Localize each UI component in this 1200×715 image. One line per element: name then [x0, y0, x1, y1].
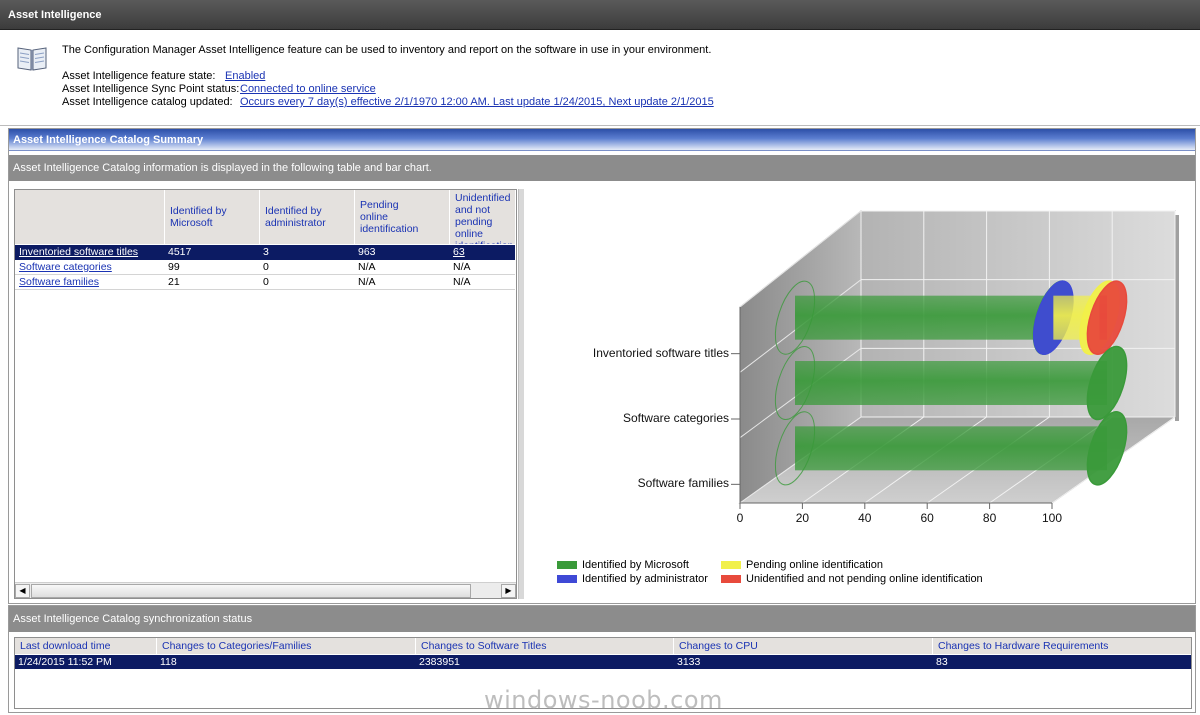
table-row[interactable]: Inventoried software titles 4517 3 963 6… [15, 245, 515, 260]
cell-pending: N/A [358, 276, 376, 288]
bar-start-cap [774, 280, 816, 355]
bar-segment [795, 426, 1107, 471]
bar-segment [795, 361, 1107, 405]
x-tick-label: 0 [736, 511, 744, 525]
column-header-last-download[interactable]: Last download time [15, 638, 157, 654]
cell-cpu: 3133 [677, 656, 701, 668]
column-header-cpu[interactable]: Changes to CPU [674, 638, 933, 654]
cell-pending: N/A [358, 261, 376, 273]
cell-unidentified: N/A [453, 261, 471, 273]
catalog-bar-chart: Inventoried software titles Software cate… [529, 189, 1193, 599]
catalog-summary-title: Asset Intelligence Catalog Summary [13, 134, 204, 146]
sync-status-title: Asset Intelligence Catalog synchronizati… [13, 613, 253, 625]
row-name-link[interactable]: Inventoried software titles [19, 246, 139, 258]
catalog-summary-subheader: Asset Intelligence Catalog information i… [9, 155, 1195, 181]
catalog-summary-subtitle: Asset Intelligence Catalog information i… [13, 162, 432, 174]
bar-cap [1086, 280, 1128, 355]
category-label: Software categories [622, 411, 729, 425]
legend-label: Unidentified and not pending online iden… [746, 573, 983, 585]
horizontal-scrollbar[interactable]: ◀ ▶ [15, 582, 516, 598]
catalog-updated-label: Asset Intelligence catalog updated: [62, 96, 233, 108]
category-label: Inventoried software titles [592, 345, 729, 360]
window-title-bar: Asset Intelligence [0, 0, 1200, 30]
panel-splitter[interactable] [518, 189, 524, 599]
book-icon [17, 47, 47, 71]
column-header-name[interactable] [15, 190, 165, 244]
catalog-summary-header: Asset Intelligence Catalog Summary [9, 129, 1195, 151]
table-row[interactable]: 1/24/2015 11:52 PM 118 2383951 3133 83 [15, 655, 1191, 669]
column-header-categories-families[interactable]: Changes to Categories/Families [157, 638, 416, 654]
table-row[interactable]: Software families 21 0 N/A N/A [15, 275, 515, 290]
legend-swatch [557, 561, 577, 569]
cell-admin: 0 [263, 276, 269, 288]
feature-info-section: The Configuration Manager Asset Intellig… [0, 30, 1200, 126]
feature-description: The Configuration Manager Asset Intellig… [62, 44, 712, 56]
cell-unidentified: N/A [453, 276, 471, 288]
legend-swatch [557, 575, 577, 583]
sync-status-table[interactable]: Last download time Changes to Categories… [14, 637, 1192, 709]
x-tick-label: 100 [1041, 511, 1063, 525]
cell-categories-families: 118 [160, 656, 177, 668]
table-header: Identified by Microsoft Identified by ad… [15, 190, 515, 244]
chart-canvas [731, 209, 1179, 509]
watermark: windows-noob.com [484, 686, 723, 714]
legend-label: Pending online identification [746, 559, 883, 571]
legend-swatch [721, 575, 741, 583]
window-title: Asset Intelligence [8, 9, 102, 21]
chart-wall-shadow [1175, 215, 1179, 421]
x-tick-label: 40 [858, 511, 872, 525]
column-header-administrator[interactable]: Identified by administrator [260, 190, 355, 244]
bar-segment [795, 295, 1054, 340]
column-header-pending[interactable]: Pending online identification [355, 190, 450, 244]
x-tick-label: 60 [920, 511, 934, 525]
cell-microsoft: 21 [168, 276, 180, 288]
x-tick-label: 20 [795, 511, 810, 525]
category-label: Software families [637, 476, 729, 491]
row-name-link[interactable]: Software categories [19, 261, 112, 273]
cell-admin: 3 [263, 246, 269, 258]
cell-software-titles: 2383951 [419, 656, 460, 668]
feature-state-label: Asset Intelligence feature state: [62, 70, 216, 82]
column-header-unidentified[interactable]: Unidentified and not pending online iden… [455, 192, 513, 244]
bar-start-cap [774, 411, 816, 486]
sync-point-label: Asset Intelligence Sync Point status: [62, 83, 240, 95]
bar-start-cap [774, 346, 816, 420]
scroll-left-arrow-icon[interactable]: ◀ [15, 584, 30, 598]
sync-table-header: Last download time Changes to Categories… [15, 638, 1191, 654]
column-header-software-titles[interactable]: Changes to Software Titles [416, 638, 674, 654]
legend-label: Identified by administrator [582, 573, 708, 585]
sync-status-panel: Asset Intelligence Catalog synchronizati… [8, 605, 1196, 713]
legend-swatch [721, 561, 741, 569]
catalog-summary-panel: Asset Intelligence Catalog Summary Asset… [8, 128, 1196, 604]
table-row[interactable]: Software categories 99 0 N/A N/A [15, 260, 515, 275]
cell-last-download: 1/24/2015 11:52 PM [18, 656, 112, 668]
gridline-side [739, 210, 862, 308]
scrollbar-thumb[interactable] [31, 584, 471, 598]
column-header-hardware[interactable]: Changes to Hardware Requirements [938, 640, 1109, 652]
feature-state-link[interactable]: Enabled [225, 70, 266, 82]
column-header-microsoft[interactable]: Identified by Microsoft [165, 190, 260, 244]
cell-admin: 0 [263, 261, 269, 273]
cell-pending: 963 [358, 246, 376, 258]
sync-point-status-link[interactable]: Connected to online service [240, 83, 376, 95]
catalog-summary-table[interactable]: Identified by Microsoft Identified by ad… [14, 189, 517, 599]
bar-cap [1086, 345, 1128, 421]
cell-microsoft: 99 [168, 261, 180, 273]
legend-label: Identified by Microsoft [582, 559, 689, 571]
cell-unidentified-link[interactable]: 63 [453, 246, 465, 258]
sync-status-header: Asset Intelligence Catalog synchronizati… [9, 606, 1195, 632]
bar-cap [1086, 411, 1128, 486]
cell-hardware: 83 [936, 656, 948, 668]
scroll-right-arrow-icon[interactable]: ▶ [501, 584, 516, 598]
cell-microsoft: 4517 [168, 246, 192, 258]
x-tick-label: 80 [982, 511, 997, 525]
catalog-schedule-link[interactable]: Occurs every 7 day(s) effective 2/1/1970… [240, 96, 714, 108]
row-name-link[interactable]: Software families [19, 276, 99, 288]
